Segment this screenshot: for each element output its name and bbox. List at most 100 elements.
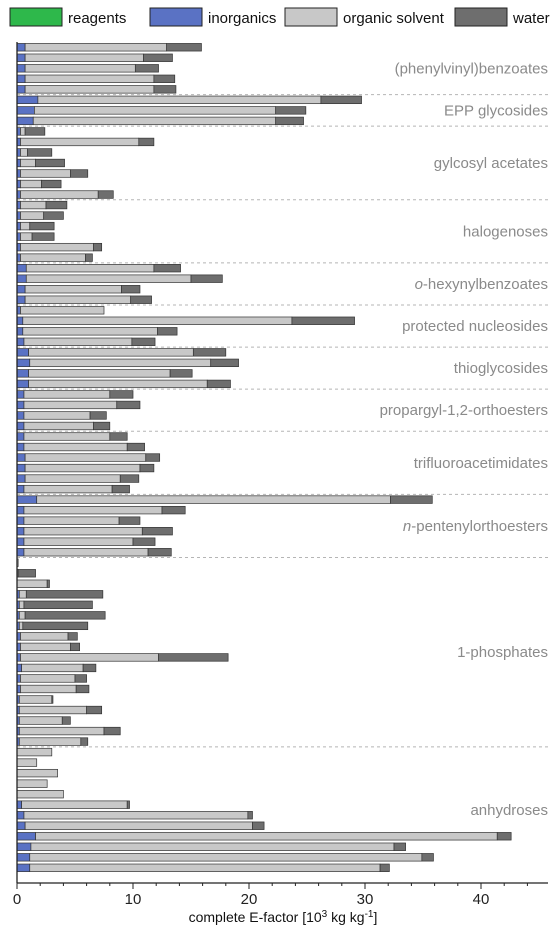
bar-segment-water — [134, 64, 159, 73]
bar-segment-organic-solvent — [24, 74, 155, 83]
bar-segment-water — [126, 800, 130, 809]
bar-segment-inorganics — [16, 348, 29, 357]
stacked-bar — [16, 737, 89, 746]
bar-segment-inorganics — [16, 116, 34, 126]
bar-segment-water — [29, 221, 55, 231]
bar-segment-inorganics — [16, 316, 24, 325]
bar-segment-inorganics — [16, 663, 22, 673]
bar-segment-inorganics — [16, 337, 25, 346]
bar-segment-water — [86, 705, 103, 715]
x-tick-label: 40 — [473, 891, 490, 908]
stacked-bar — [16, 306, 105, 315]
bar-segment-organic-solvent — [23, 548, 149, 557]
bars — [16, 43, 512, 872]
bar-segment-organic-solvent — [24, 295, 132, 304]
stacked-bar — [16, 726, 121, 736]
bar-segment-inorganics — [16, 842, 32, 851]
bar-segment-organic-solvent — [23, 411, 91, 420]
bar-segment-organic-solvent — [18, 600, 25, 609]
bar-segment-organic-solvent — [20, 232, 33, 241]
bar-segment-water — [166, 43, 202, 52]
bar-segment-water — [291, 316, 355, 325]
bar-segment-water — [35, 158, 65, 168]
bar-segment-inorganics — [16, 274, 27, 283]
bar-segment-water — [93, 421, 111, 431]
bar-segment-inorganics — [16, 379, 29, 389]
bar-segment-inorganics — [16, 495, 38, 504]
bar-segment-organic-solvent — [18, 611, 26, 620]
bar-segment-inorganics — [16, 64, 26, 73]
stacked-bar — [16, 74, 176, 83]
group-label: propargyl-1,2-orthoesters — [380, 402, 548, 419]
bar-segment-organic-solvent — [20, 306, 105, 315]
bar-segment-water — [141, 527, 173, 536]
bar-segment-organic-solvent — [23, 811, 249, 820]
bar-segment-organic-solvent — [23, 421, 94, 431]
bar-segment-organic-solvent — [21, 663, 84, 673]
group-separators — [17, 94, 548, 748]
bar-segment-water — [192, 348, 227, 357]
bar-segment-organic-solvent — [20, 653, 159, 662]
bar-segment-water — [31, 232, 55, 241]
stacked-bar — [16, 516, 141, 525]
stacked-bar — [16, 569, 36, 578]
bar-segment-inorganics — [16, 853, 31, 862]
legend-item: reagents — [9, 7, 126, 27]
stacked-bar — [16, 285, 141, 294]
stacked-bar — [16, 369, 193, 378]
group-label: EPP glycosides — [444, 102, 548, 119]
stacked-bar — [16, 495, 433, 504]
stacked-bar — [16, 379, 231, 389]
bar-segment-water — [247, 811, 253, 820]
bar-segment-water — [82, 663, 97, 673]
stacked-bar — [16, 853, 434, 862]
bar-segment-water — [275, 106, 307, 115]
stacked-bar — [16, 400, 141, 410]
bar-segment-organic-solvent — [20, 253, 86, 262]
bar-segment-water — [45, 200, 68, 210]
bar-segment-organic-solvent — [20, 169, 71, 178]
bar-segment-organic-solvent — [22, 316, 293, 325]
bar-segment-inorganics — [16, 863, 31, 872]
stacked-bar — [16, 716, 71, 725]
bar-segment-organic-solvent — [23, 505, 163, 515]
bar-segment-water — [75, 684, 90, 694]
bar-segment-organic-solvent — [24, 453, 147, 462]
group-label: gylcosyl acetates — [434, 155, 548, 172]
bar-segment-water — [169, 369, 193, 378]
bar-segment-water — [70, 642, 80, 652]
stacked-bar — [16, 274, 223, 283]
bar-segment-organic-solvent — [23, 527, 143, 536]
stacked-bar — [16, 695, 54, 704]
bar-segment-inorganics — [16, 832, 36, 841]
bar-segment-organic-solvent — [24, 285, 122, 294]
bar-segment-inorganics — [16, 537, 25, 546]
bar-segment-organic-solvent — [16, 758, 38, 767]
x-tick-label: 20 — [241, 891, 258, 908]
bar-segment-water — [25, 590, 104, 599]
stacked-bar — [16, 632, 78, 641]
bar-segment-water — [153, 85, 177, 94]
bar-segment-inorganics — [16, 285, 26, 294]
stacked-bar — [16, 316, 355, 325]
bar-segment-organic-solvent — [20, 632, 69, 641]
bar-segment-organic-solvent — [20, 137, 140, 147]
bar-segment-organic-solvent — [28, 369, 171, 378]
group-label: thioglycosides — [454, 360, 548, 377]
bar-segment-water — [22, 621, 89, 631]
bar-segment-inorganics — [16, 411, 25, 420]
bar-group — [16, 200, 103, 262]
group-label: 1-phosphates — [457, 644, 548, 661]
stacked-bar — [16, 200, 68, 210]
bar-segment-water — [496, 832, 512, 841]
bar-segment-inorganics — [16, 821, 26, 830]
stacked-bar — [16, 390, 134, 399]
bar-segment-water — [67, 632, 78, 641]
legend-swatch — [9, 7, 63, 27]
bar-segment-organic-solvent — [16, 579, 48, 588]
group-label: anhydroses — [470, 802, 548, 819]
bar-segment-water — [89, 411, 107, 420]
bar-group — [16, 558, 229, 746]
stacked-bar — [16, 463, 155, 473]
bar-segment-water — [126, 442, 145, 452]
